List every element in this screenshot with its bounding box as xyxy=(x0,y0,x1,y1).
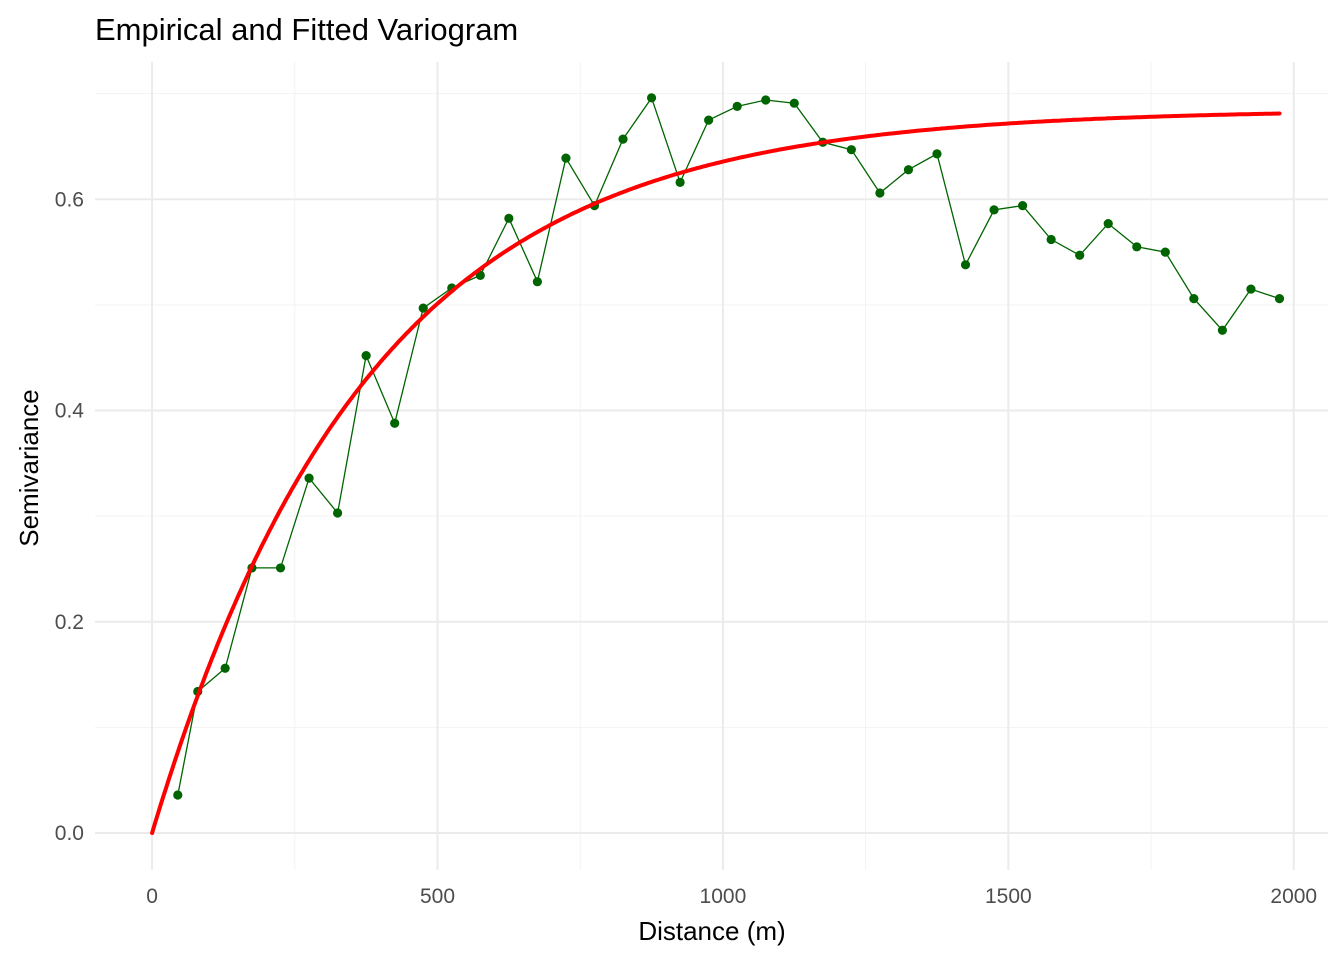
fitted-series xyxy=(150,111,1282,835)
empirical-point xyxy=(361,351,371,361)
empirical-point xyxy=(561,153,571,163)
empirical-point xyxy=(761,95,771,105)
empirical-point xyxy=(675,177,685,188)
y-tick-label: 0.2 xyxy=(55,611,84,634)
x-axis-title: Distance (m) xyxy=(638,916,785,946)
x-tick-label: 0 xyxy=(146,885,158,908)
empirical-point xyxy=(220,663,230,673)
y-tick-labels: 0.0 0.2 0.4 0.6 xyxy=(55,188,85,845)
empirical-point xyxy=(275,563,286,573)
x-tick-label: 500 xyxy=(420,885,455,908)
empirical-point xyxy=(846,145,856,155)
empirical-point xyxy=(989,205,999,215)
empirical-point xyxy=(932,149,942,159)
fitted-curve xyxy=(150,111,1282,835)
empirical-point xyxy=(732,101,742,111)
empirical-point xyxy=(390,418,400,428)
x-tick-label: 1500 xyxy=(985,885,1032,908)
empirical-point xyxy=(704,115,714,125)
empirical-point xyxy=(1018,201,1028,211)
empirical-point xyxy=(504,213,514,223)
x-tick-label: 2000 xyxy=(1270,885,1317,908)
empirical-point xyxy=(1046,234,1056,245)
empirical-point xyxy=(418,303,428,313)
empirical-line xyxy=(177,96,1280,796)
empirical-point xyxy=(304,473,314,483)
y-axis-title: Semivariance xyxy=(14,389,44,547)
x-tick-label: 1000 xyxy=(700,885,747,908)
y-tick-label: 0.4 xyxy=(55,400,85,423)
empirical-point xyxy=(618,134,628,144)
empirical-point xyxy=(333,508,343,518)
grid xyxy=(95,62,1328,870)
empirical-point xyxy=(1189,293,1199,304)
empirical-point xyxy=(1160,247,1170,257)
x-tick-labels: 0 500 1000 1500 2000 xyxy=(146,885,1317,908)
empirical-point xyxy=(1217,325,1227,335)
chart-title: Empirical and Fitted Variogram xyxy=(95,12,518,47)
empirical-point xyxy=(1132,242,1142,252)
empirical-point xyxy=(875,188,885,198)
empirical-point xyxy=(1103,219,1113,229)
y-tick-label: 0.6 xyxy=(55,188,84,211)
empirical-point xyxy=(1075,250,1085,260)
empirical-series xyxy=(173,93,1285,800)
empirical-point xyxy=(173,790,183,800)
empirical-point xyxy=(1246,284,1256,294)
empirical-point xyxy=(646,93,657,103)
empirical-point xyxy=(960,260,971,270)
empirical-point xyxy=(532,277,542,287)
y-tick-label: 0.0 xyxy=(55,822,84,845)
empirical-point xyxy=(1274,293,1285,304)
empirical-point xyxy=(789,98,799,108)
empirical-point xyxy=(903,165,914,175)
